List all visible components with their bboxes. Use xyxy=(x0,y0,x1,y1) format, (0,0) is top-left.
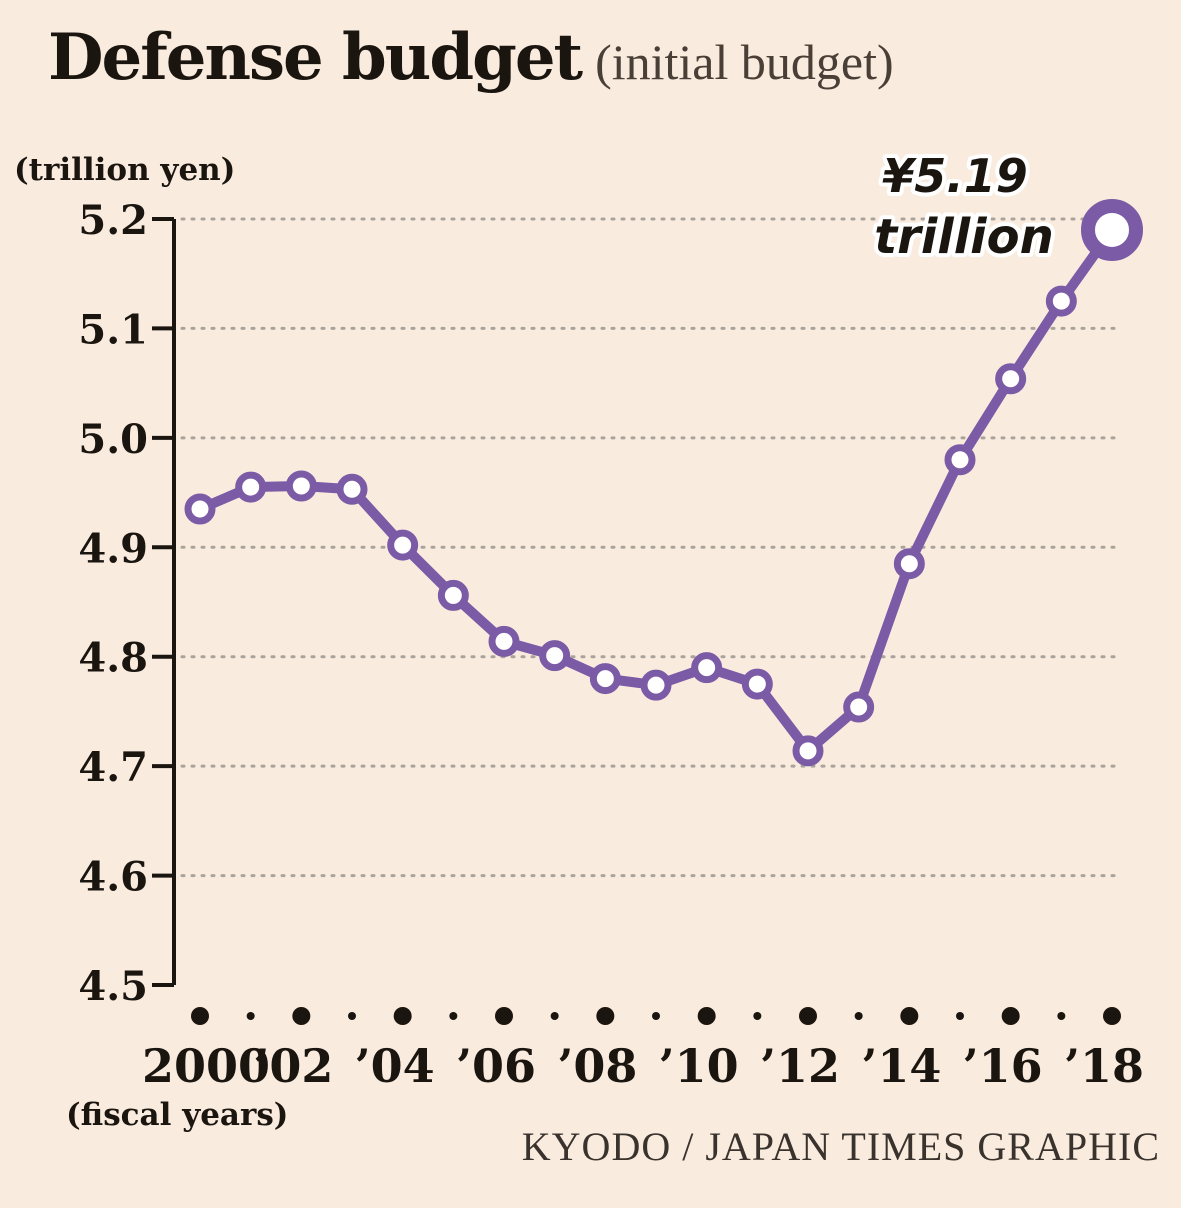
x-minor-dot xyxy=(652,1012,660,1020)
gridlines xyxy=(180,217,1120,878)
y-tick-label: 5.2 xyxy=(78,197,148,244)
x-tick-label: 2000 xyxy=(142,1039,270,1093)
x-tick-dot xyxy=(495,1007,513,1025)
x-tick-dot xyxy=(697,1007,716,1025)
y-tick-label: 4.7 xyxy=(78,744,148,791)
x-tick-label: ’14 xyxy=(861,1039,941,1093)
peak-unit-label: trillion xyxy=(874,209,1054,265)
x-tick-label: ’12 xyxy=(760,1039,840,1093)
x-tick-dot xyxy=(1103,1007,1121,1025)
peak-value-label: ¥5.19 xyxy=(882,149,1028,203)
x-tick-label: ’16 xyxy=(963,1039,1043,1093)
x-minor-dot xyxy=(449,1012,458,1020)
x-tick-label: ’04 xyxy=(355,1039,435,1093)
x-tick-label: ’02 xyxy=(253,1039,333,1093)
data-point xyxy=(336,473,368,505)
y-tick-label: 5.0 xyxy=(78,416,148,463)
x-minor-dot xyxy=(1057,1012,1066,1020)
peak-callout: ¥5.19 trillion xyxy=(870,145,1058,269)
x-tick-dot xyxy=(596,1007,615,1025)
data-point xyxy=(437,579,469,611)
x-tick-labels: 2000’02 ’04 ’06 ’08 ’10 ’12 ’14 ’16 ’18 xyxy=(142,1039,1144,1093)
x-axis-label: (fiscal years) xyxy=(66,1097,288,1133)
x-minor-dot xyxy=(854,1012,863,1020)
data-point xyxy=(589,663,621,695)
data-point xyxy=(691,652,723,684)
data-point xyxy=(184,493,216,525)
data-point xyxy=(944,444,976,476)
data-point xyxy=(235,471,267,503)
data-point xyxy=(741,668,773,700)
data-point xyxy=(488,625,520,657)
chart-title: Defense budget (initial budget) xyxy=(48,20,894,95)
x-tick-label: ’06 xyxy=(456,1039,536,1093)
y-tick-label: 4.9 xyxy=(78,525,148,572)
data-point xyxy=(640,669,672,701)
y-tick-label: 4.8 xyxy=(78,635,148,682)
x-tick-dot xyxy=(1001,1007,1020,1025)
x-minor-dot xyxy=(348,1012,356,1020)
y-tick-label: 5.1 xyxy=(78,306,148,353)
x-axis-dots xyxy=(191,1007,1121,1025)
y-tick-labels: 5.2 5.1 5.0 4.9 4.8 4.7 4.6 4.5 xyxy=(78,197,148,1010)
data-point xyxy=(843,691,875,723)
data-point xyxy=(893,548,925,580)
x-tick-label: ’18 xyxy=(1064,1039,1144,1093)
x-tick-label: ’10 xyxy=(659,1039,739,1093)
data-point xyxy=(995,363,1027,395)
source-credit: KYODO / JAPAN TIMES GRAPHIC xyxy=(522,1124,1160,1169)
chart-title-main: Defense budget xyxy=(48,20,583,95)
y-axis xyxy=(152,217,176,987)
x-minor-dot xyxy=(753,1012,762,1020)
x-minor-dot xyxy=(246,1012,255,1020)
x-tick-dot xyxy=(900,1007,919,1025)
data-point-highlight xyxy=(1081,198,1143,261)
data-point xyxy=(1045,285,1077,317)
x-minor-dot xyxy=(550,1012,559,1020)
x-tick-dot xyxy=(393,1007,412,1025)
y-tick-label: 4.6 xyxy=(78,854,148,901)
x-tick-dot xyxy=(799,1007,817,1025)
data-point xyxy=(387,529,419,561)
data-point xyxy=(792,735,824,767)
y-tick-label: 4.5 xyxy=(78,963,148,1010)
data-point xyxy=(539,640,571,672)
series-budget xyxy=(184,198,1143,767)
x-minor-dot xyxy=(956,1012,964,1020)
chart-title-sub: (initial budget) xyxy=(595,34,894,90)
y-axis-unit-label: (trillion yen) xyxy=(14,152,235,188)
x-tick-dot xyxy=(191,1007,209,1025)
data-point xyxy=(285,470,317,502)
x-tick-dot xyxy=(292,1007,311,1025)
x-tick-label: ’08 xyxy=(557,1039,637,1093)
